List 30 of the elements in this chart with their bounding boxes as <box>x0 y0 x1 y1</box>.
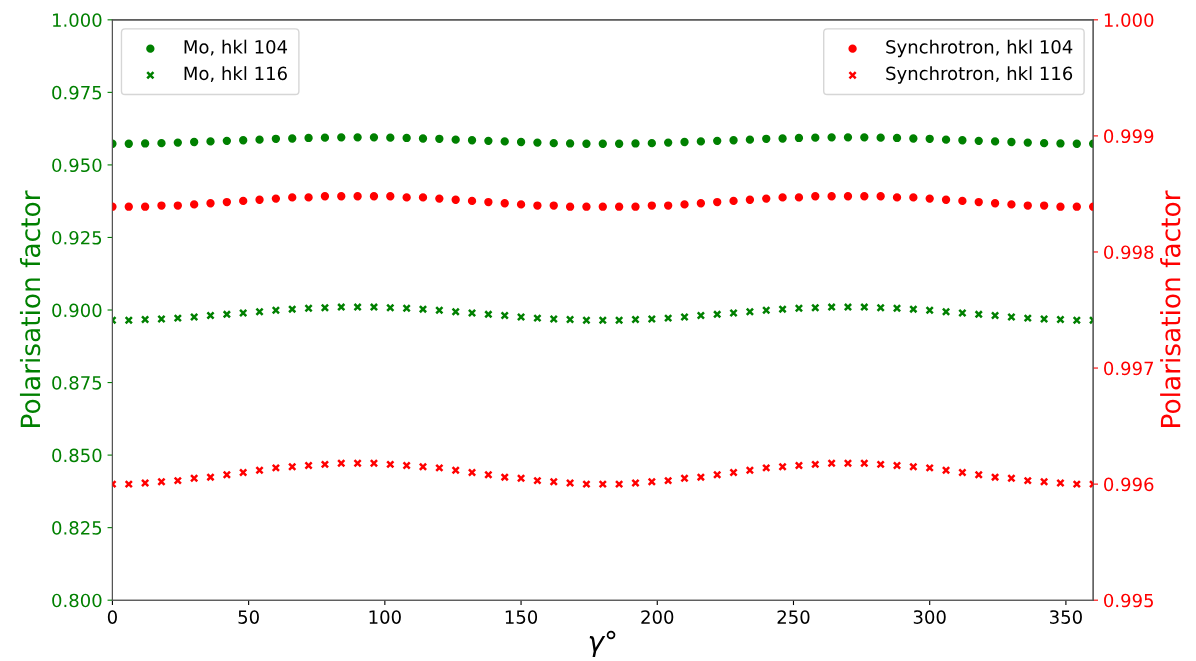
y-tick-label: 1.000 <box>53 13 102 27</box>
x-tick-label: 50 <box>238 610 259 624</box>
x-tick-label: 300 <box>913 610 946 624</box>
y2-tick-label: 1.000 <box>1104 13 1154 27</box>
y-tick-label: 0.800 <box>52 593 102 608</box>
y-tick-label: 0.850 <box>52 448 102 463</box>
y-tick-label: 0.950 <box>52 158 102 173</box>
legend-label: Mo, hkl 116 <box>184 66 287 83</box>
legend-label: Synchrotron, hkl 104 <box>886 39 1073 58</box>
y2-tick-label: 0.997 <box>1104 361 1154 376</box>
x-tick-label: 350 <box>1050 610 1082 624</box>
x-tick-label: 100 <box>369 610 401 624</box>
x-axis-title: γ° <box>589 630 616 658</box>
y2-tick-label: 0.998 <box>1104 245 1154 260</box>
legend-label: Mo, hkl 104 <box>184 39 288 56</box>
y-axis-title: Polarisation factor <box>19 190 41 427</box>
y-tick-label: 0.900 <box>52 303 102 318</box>
x-tick-label: 150 <box>505 610 538 624</box>
y2-tick-label: 0.999 <box>1104 129 1154 144</box>
y-tick-label: 0.875 <box>52 376 102 390</box>
y2-tick-label: 0.996 <box>1104 477 1154 492</box>
x-tick-label: 0 <box>107 610 117 624</box>
legend-label: Synchrotron, hkl 116 <box>886 66 1073 84</box>
x-tick-label: 200 <box>641 610 674 624</box>
x-tick-label: 250 <box>777 610 810 624</box>
y-tick-label: 0.925 <box>52 230 102 245</box>
y2-tick-label: 0.995 <box>1104 593 1153 608</box>
y-tick-label: 0.975 <box>52 85 102 100</box>
y2-axis-title: Polarisation factor <box>1160 190 1181 427</box>
y-tick-label: 0.825 <box>52 521 102 535</box>
